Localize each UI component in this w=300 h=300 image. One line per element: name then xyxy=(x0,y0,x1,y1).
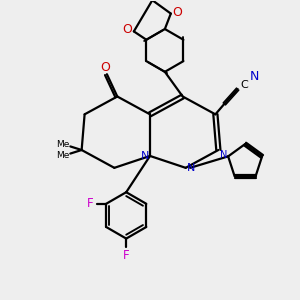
Text: F: F xyxy=(87,197,94,210)
Text: Me: Me xyxy=(56,152,69,160)
Text: N: N xyxy=(187,163,195,173)
Text: N: N xyxy=(249,70,259,83)
Text: N: N xyxy=(220,150,227,160)
Text: O: O xyxy=(100,61,110,74)
Text: N: N xyxy=(140,151,149,161)
Text: F: F xyxy=(123,249,130,262)
Text: O: O xyxy=(172,6,182,19)
Text: Me: Me xyxy=(56,140,69,148)
Text: C: C xyxy=(240,80,248,90)
Text: O: O xyxy=(122,23,132,36)
